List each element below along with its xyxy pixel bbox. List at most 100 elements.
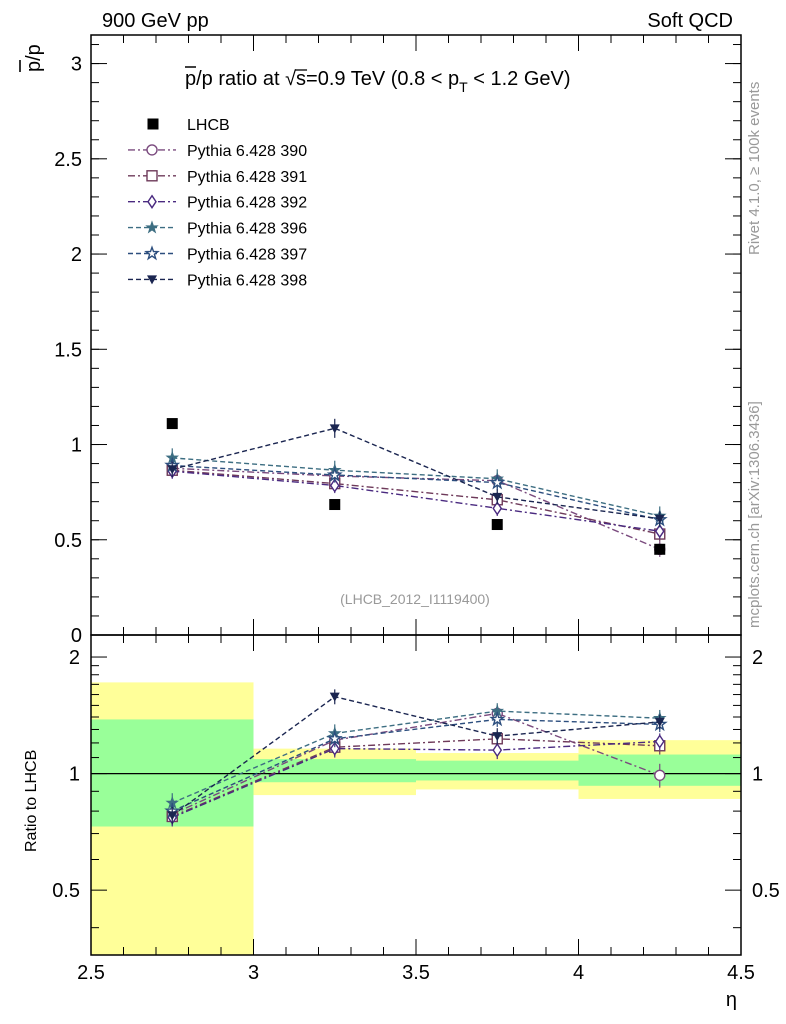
ratio-point <box>329 741 340 756</box>
main-point <box>167 465 178 475</box>
ratio-point <box>492 732 503 742</box>
legend-marker <box>144 245 160 261</box>
main-ytick-label: 1.5 <box>54 339 82 361</box>
title-part-g: < 1.2 GeV) <box>468 68 571 90</box>
xtick-label: 4 <box>573 962 584 984</box>
title-pbar: p <box>185 68 196 90</box>
main-series-line <box>172 470 660 532</box>
legend-item-5: Pythia 6.428 398 <box>128 272 307 289</box>
title-subscript-t: T <box>459 79 468 95</box>
ratio-ytick-label-right: 2 <box>752 647 763 669</box>
xtick-label: 3 <box>248 962 259 984</box>
ratio-series-line <box>172 710 660 804</box>
main-ytick-label: 3 <box>71 54 82 76</box>
legend-marker <box>147 275 157 285</box>
legend-marker <box>145 220 159 234</box>
ratio-ytick-label-left: 1 <box>69 764 80 786</box>
legend-item-2: Pythia 6.428 392 <box>128 194 307 212</box>
legend-label: Pythia 6.428 392 <box>187 195 307 212</box>
legend-marker <box>147 118 159 130</box>
legend-label: Pythia 6.428 390 <box>187 143 307 160</box>
ratio-series-line <box>172 740 660 819</box>
ratio-point <box>489 711 506 727</box>
main-title: p/p ratio at √s=0.9 TeV (0.8 < pT < 1.2 … <box>185 66 571 95</box>
main-title-text: p/p ratio at √s=0.9 TeV (0.8 < pT < 1.2 … <box>185 68 571 95</box>
title-sqrt: √ <box>285 68 296 90</box>
legend: LHCB Pythia 6.428 390 Pythia 6.428 391 Pyth… <box>128 117 307 289</box>
legend-label: Pythia 6.428 397 <box>187 247 307 264</box>
xaxis-label: η <box>726 989 737 1011</box>
main-series-3 <box>165 448 667 526</box>
legend-item-lhcb: LHCB <box>147 117 230 134</box>
legend-marker <box>146 144 158 156</box>
mcplots-label: mcplots.cern.ch [arXiv:1306.3436] <box>746 401 763 628</box>
band-inner-1 <box>253 759 416 783</box>
main-point <box>329 478 340 493</box>
main-point <box>654 514 665 524</box>
main-reference-lhcb <box>166 418 666 555</box>
legend-marker <box>146 170 158 182</box>
header-left: 900 GeV pp <box>102 10 209 32</box>
xtick-label: 3.5 <box>402 962 430 984</box>
legend-label: Pythia 6.428 391 <box>187 169 307 186</box>
legend-item-4: Pythia 6.428 397 <box>128 245 307 264</box>
main-point <box>326 466 343 482</box>
ratio-ylabel: Ratio to LHCB <box>23 750 40 852</box>
ratio-ytick-label-left: 0.5 <box>52 880 80 902</box>
main-ytick-label: 2 <box>71 244 82 266</box>
main-ytick-label: 2.5 <box>54 149 82 171</box>
main-point <box>489 474 506 490</box>
xtick-label: 4.5 <box>727 962 755 984</box>
main-point <box>492 501 503 516</box>
title-part-b: /p ratio at <box>196 68 285 90</box>
main-ylabel-text: p/p <box>23 44 45 72</box>
ratio-point <box>654 734 665 749</box>
ratio-series-layer <box>164 689 668 827</box>
legend-item-1: Pythia 6.428 391 <box>128 169 307 186</box>
ratio-series-line <box>172 718 660 812</box>
legend-marker <box>147 194 157 209</box>
band-inner-2 <box>416 760 579 781</box>
legend-label: Pythia 6.428 398 <box>187 272 307 289</box>
axis-ticks: 0 0.5 1 1.5 2 2.5 3 2.5 3 3.5 4 4.5 0.5 1 2 0.5 1 2 <box>52 35 780 984</box>
main-series-line <box>172 427 660 520</box>
legend-label: Pythia 6.428 396 <box>187 221 307 238</box>
rivet-label: Rivet 4.1.0, ≥ 100k events <box>746 82 763 255</box>
main-ytick-label: 0.5 <box>54 530 82 552</box>
lhcb-point <box>491 519 503 531</box>
legend-item-0: Pythia 6.428 390 <box>128 143 307 160</box>
ratio-point <box>492 742 503 758</box>
ratio-ytick-label-right: 1 <box>752 764 763 786</box>
main-series-line <box>172 469 660 535</box>
ratio-point <box>329 692 340 702</box>
main-ytick-label: 1 <box>71 435 82 457</box>
ratio-series-line <box>172 712 661 815</box>
ratio-ytick-label-right: 0.5 <box>752 880 780 902</box>
ratio-series-line <box>171 695 660 816</box>
ratio-point <box>326 730 343 746</box>
main-ylabel: p/p <box>19 44 45 72</box>
main-series-line <box>172 464 660 521</box>
title-s: s <box>296 68 306 90</box>
ratio-series-5 <box>167 689 665 825</box>
ratio-series-line <box>172 738 660 818</box>
ratio-point <box>167 811 178 821</box>
legend-item-3: Pythia 6.428 396 <box>128 220 307 238</box>
xtick-label: 2.5 <box>77 962 105 984</box>
lhcb-point <box>166 418 178 430</box>
lhcb-point <box>329 499 341 511</box>
title-part-e: =0.9 TeV (0.8 < p <box>306 68 459 90</box>
lhcb-point <box>654 543 666 555</box>
header-right: Soft QCD <box>647 10 733 32</box>
ratio-ytick-label-left: 2 <box>69 647 80 669</box>
main-series-4 <box>164 457 668 528</box>
main-point <box>654 523 665 539</box>
main-point <box>329 424 340 434</box>
legend-label: LHCB <box>187 117 230 134</box>
ratio-bands <box>91 682 741 955</box>
main-series-layer <box>164 418 668 557</box>
main-ytick-label: 0 <box>71 625 82 647</box>
analysis-tag: (LHCB_2012_I1119400) <box>340 591 490 607</box>
ratio-point <box>654 717 665 727</box>
